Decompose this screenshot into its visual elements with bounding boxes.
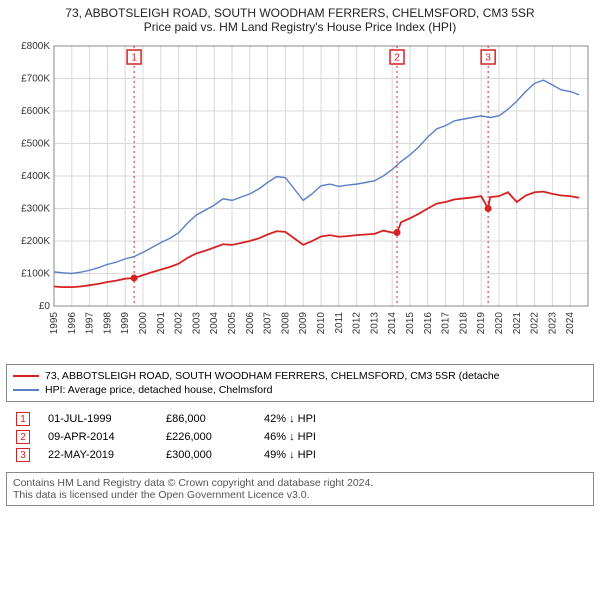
x-tick-label: 2019 xyxy=(476,312,487,335)
legend: 73, ABBOTSLEIGH ROAD, SOUTH WOODHAM FERR… xyxy=(6,364,594,402)
x-tick-label: 2006 xyxy=(245,312,256,335)
y-tick-label: £100K xyxy=(21,269,50,280)
y-tick-label: £0 xyxy=(39,301,51,312)
transaction-date: 22-MAY-2019 xyxy=(48,449,148,461)
page-subtitle: Price paid vs. HM Land Registry's House … xyxy=(6,20,594,34)
transaction-price: £300,000 xyxy=(166,449,246,461)
x-tick-label: 2010 xyxy=(316,312,327,335)
legend-label: 73, ABBOTSLEIGH ROAD, SOUTH WOODHAM FERR… xyxy=(45,370,500,382)
x-tick-label: 2022 xyxy=(530,312,541,335)
x-tick-label: 2011 xyxy=(334,312,345,334)
legend-swatch xyxy=(13,389,39,391)
y-tick-label: £500K xyxy=(21,139,50,150)
transaction-delta: 49% ↓ HPI xyxy=(264,449,354,461)
transaction-dot xyxy=(131,275,138,282)
transaction-row: 2 09-APR-2014 £226,000 46% ↓ HPI xyxy=(6,428,594,446)
price-chart: £0 £100K £200K £300K £400K £500K £600K £700K £80… xyxy=(6,38,594,358)
x-tick-label: 2015 xyxy=(405,312,416,335)
transaction-marker-number: 3 xyxy=(485,53,491,64)
y-tick-label: £300K xyxy=(21,204,50,215)
legend-label: HPI: Average price, detached house, Chel… xyxy=(45,384,272,396)
series-price_paid xyxy=(54,192,579,288)
x-tick-label: 2018 xyxy=(458,312,469,335)
x-tick-label: 2012 xyxy=(352,312,363,335)
x-tick-label: 1999 xyxy=(120,312,131,335)
transaction-dot xyxy=(394,229,401,236)
x-tick-label: 2000 xyxy=(138,312,149,335)
page-title: 73, ABBOTSLEIGH ROAD, SOUTH WOODHAM FERR… xyxy=(6,6,594,20)
footer-line: Contains HM Land Registry data © Crown c… xyxy=(13,477,587,489)
chart-svg: £0 £100K £200K £300K £400K £500K £600K £700K £80… xyxy=(6,38,594,358)
transaction-marker: 1 xyxy=(16,412,30,426)
x-tick-label: 2020 xyxy=(494,312,505,335)
x-tick-label: 2023 xyxy=(547,312,558,335)
y-tick-label: £800K xyxy=(21,41,50,52)
x-tick-label: 2013 xyxy=(369,312,380,335)
transaction-delta: 46% ↓ HPI xyxy=(264,431,354,443)
x-tick-label: 2014 xyxy=(387,312,398,335)
legend-item: 73, ABBOTSLEIGH ROAD, SOUTH WOODHAM FERR… xyxy=(13,369,587,383)
legend-item: HPI: Average price, detached house, Chel… xyxy=(13,383,587,397)
x-tick-label: 2021 xyxy=(512,312,523,335)
x-tick-label: 2024 xyxy=(565,312,576,335)
transaction-row: 1 01-JUL-1999 £86,000 42% ↓ HPI xyxy=(6,410,594,428)
x-tick-label: 1996 xyxy=(67,312,78,335)
transaction-row: 3 22-MAY-2019 £300,000 49% ↓ HPI xyxy=(6,446,594,464)
transaction-price: £86,000 xyxy=(166,413,246,425)
x-tick-label: 2001 xyxy=(156,312,167,335)
x-tick-label: 2008 xyxy=(280,312,291,335)
x-tick-label: 2009 xyxy=(298,312,309,335)
x-tick-label: 1998 xyxy=(102,312,113,335)
x-tick-label: 2002 xyxy=(174,312,185,335)
x-tick-label: 2007 xyxy=(263,312,274,335)
y-tick-label: £200K xyxy=(21,236,50,247)
transaction-date: 01-JUL-1999 xyxy=(48,413,148,425)
x-tick-label: 2016 xyxy=(423,312,434,335)
legend-swatch xyxy=(13,375,39,377)
y-tick-label: £400K xyxy=(21,171,50,182)
footer-line: This data is licensed under the Open Gov… xyxy=(13,489,587,501)
transaction-price: £226,000 xyxy=(166,431,246,443)
x-tick-label: 2003 xyxy=(191,312,202,335)
y-tick-label: £600K xyxy=(21,106,50,117)
transaction-marker: 2 xyxy=(16,430,30,444)
transaction-marker-number: 2 xyxy=(394,53,400,64)
attribution-footer: Contains HM Land Registry data © Crown c… xyxy=(6,472,594,506)
series-hpi xyxy=(54,80,579,273)
transaction-dot xyxy=(485,205,492,212)
x-tick-label: 2017 xyxy=(441,312,452,335)
transaction-marker: 3 xyxy=(16,448,30,462)
transaction-delta: 42% ↓ HPI xyxy=(264,413,354,425)
transaction-marker-number: 1 xyxy=(131,53,137,64)
transactions-table: 1 01-JUL-1999 £86,000 42% ↓ HPI 2 09-APR-2014… xyxy=(6,410,594,464)
x-tick-label: 2004 xyxy=(209,312,220,335)
y-tick-label: £700K xyxy=(21,74,50,85)
x-tick-label: 2005 xyxy=(227,312,238,335)
x-tick-label: 1997 xyxy=(85,312,96,335)
transaction-date: 09-APR-2014 xyxy=(48,431,148,443)
x-tick-label: 1995 xyxy=(49,312,60,335)
